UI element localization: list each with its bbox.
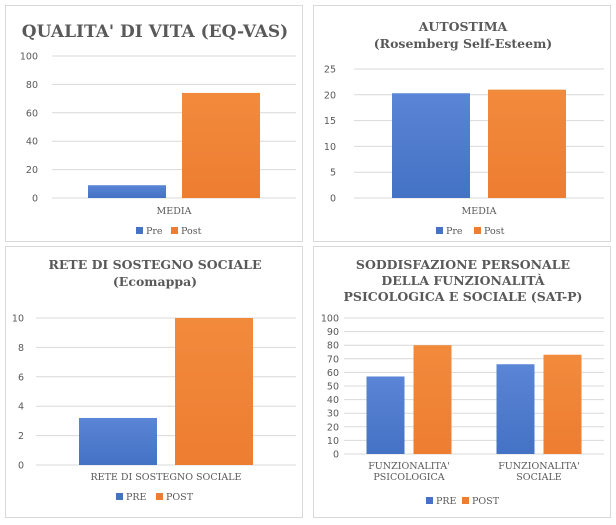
- y-tick-label: 10: [327, 436, 339, 447]
- bar-pre: [79, 417, 157, 465]
- legend-swatch-post: [156, 493, 163, 500]
- chart-title-line: (Rosemberg Self-Esteem): [374, 36, 552, 51]
- chart-panel-satisfaction: SODDISFAZIONE PERSONALE DELLA FUNZIONALIT…: [313, 246, 611, 518]
- legend-label-post: Post: [484, 226, 505, 237]
- category-label: MEDIA: [462, 206, 497, 217]
- legend-swatch-pre: [436, 227, 443, 234]
- y-tick-label: 10: [12, 314, 24, 325]
- y-tick-label: 40: [26, 137, 38, 148]
- bar-post: [413, 345, 452, 454]
- legend-label-pre: PRE: [436, 496, 457, 507]
- bar-post: [182, 92, 260, 198]
- chart-svg-quality-of-life: QUALITA' DI VITA (EQ-VAS) 0 20 40 60 80 100 MED…: [20, 22, 296, 237]
- y-tick-label: 70: [327, 354, 339, 365]
- chart-title-line: DELLA FUNZIONALITÀ: [381, 273, 544, 288]
- chart-svg-social-support: RETE DI SOSTEGNO SOCIALE (Ecomappa) 0 2 4 6 8 1…: [12, 257, 296, 503]
- y-tick-label: 100: [321, 314, 339, 325]
- category-label: MEDIA: [157, 206, 192, 217]
- chart-panel-social-support: RETE DI SOSTEGNO SOCIALE (Ecomappa) 0 2 4 6 8 1…: [5, 246, 303, 518]
- bar-post: [543, 354, 582, 454]
- chart-title-line: RETE DI SOSTEGNO SOCIALE: [49, 257, 262, 272]
- y-tick-label: 0: [32, 194, 38, 205]
- y-tick-label: 5: [330, 168, 336, 179]
- legend-swatch-post: [462, 497, 469, 504]
- y-tick-label: 50: [327, 382, 339, 393]
- y-tick-label: 80: [327, 341, 339, 352]
- category-label: RETE DI SOSTEGNO SOCIALE: [91, 472, 242, 483]
- legend-swatch-pre: [136, 227, 143, 234]
- legend-swatch-pre: [116, 493, 123, 500]
- legend-swatch-post: [171, 227, 178, 234]
- y-tick-label: 20: [327, 422, 339, 433]
- bar-pre: [392, 93, 470, 198]
- bar-post: [488, 89, 566, 198]
- y-tick-label: 20: [26, 165, 38, 176]
- y-tick-label: 0: [330, 194, 336, 205]
- legend-label-pre: Pre: [446, 226, 463, 237]
- y-tick-label: 100: [20, 52, 38, 63]
- category-label: FUNZIONALITA': [498, 461, 580, 472]
- chart-title-line: QUALITA' DI VITA (EQ-VAS): [22, 22, 288, 42]
- y-tick-label: 80: [26, 80, 38, 91]
- bar-pre: [366, 376, 405, 454]
- category-label: FUNZIONALITA': [368, 461, 450, 472]
- y-tick-label: 8: [18, 343, 24, 354]
- y-tick-label: 2: [18, 431, 24, 442]
- chart-title-line: (Ecomappa): [113, 274, 197, 289]
- chart-svg-self-esteem: AUTOSTIMA (Rosemberg Self-Esteem) 0 5 10 15 20…: [324, 19, 604, 237]
- legend-label-pre: Pre: [146, 226, 163, 237]
- y-tick-label: 60: [327, 368, 339, 379]
- category-label: SOCIALE: [516, 472, 561, 483]
- legend-swatch-post: [474, 227, 481, 234]
- y-tick-label: 10: [324, 142, 336, 153]
- bar-pre: [496, 364, 535, 454]
- y-tick-label: 40: [327, 395, 339, 406]
- y-tick-label: 30: [327, 409, 339, 420]
- bar-post: [175, 318, 253, 465]
- chart-panel-self-esteem: AUTOSTIMA (Rosemberg Self-Esteem) 0 5 10 15 20…: [313, 5, 611, 242]
- y-tick-label: 4: [18, 402, 24, 413]
- category-label: PSICOLOGICA: [373, 472, 444, 483]
- y-tick-label: 6: [18, 372, 24, 383]
- legend-label-post: POST: [472, 496, 500, 507]
- legend-label-post: POST: [166, 492, 194, 503]
- legend-label-post: Post: [181, 226, 202, 237]
- y-tick-label: 60: [26, 108, 38, 119]
- chart-panel-quality-of-life: QUALITA' DI VITA (EQ-VAS) 0 20 40 60 80 100 MED…: [5, 5, 303, 242]
- bar-pre: [88, 185, 166, 198]
- chart-title-line: PSICOLOGICA E SOCIALE (SAT-P): [344, 289, 583, 304]
- legend-swatch-pre: [426, 497, 433, 504]
- y-tick-label: 25: [324, 65, 336, 76]
- y-tick-label: 15: [324, 116, 336, 127]
- y-tick-label: 0: [333, 450, 339, 461]
- chart-title-line: SODDISFAZIONE PERSONALE: [356, 257, 570, 272]
- y-tick-label: 20: [324, 90, 336, 101]
- y-tick-label: 0: [18, 461, 24, 472]
- chart-title-line: AUTOSTIMA: [418, 19, 508, 34]
- legend-label-pre: PRE: [126, 492, 147, 503]
- y-tick-label: 90: [327, 327, 339, 338]
